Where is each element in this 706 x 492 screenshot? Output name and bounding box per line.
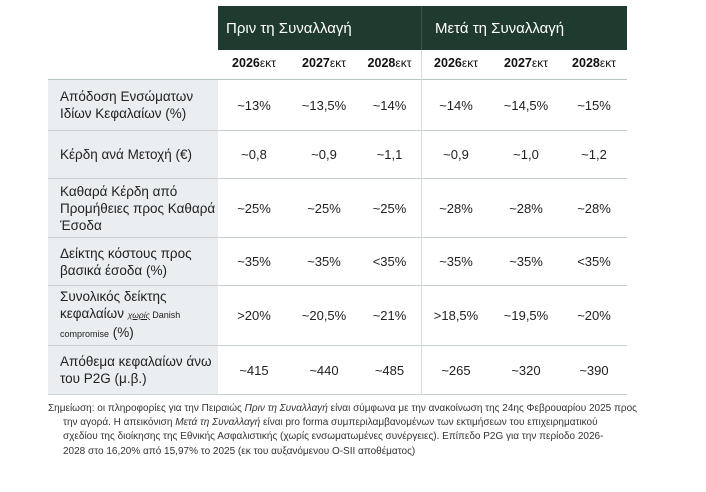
value-cell: >20%: [237, 308, 271, 323]
value-cell: ~265: [441, 362, 471, 378]
value-cell: ~35%: [439, 254, 473, 269]
row-label-eps: Κέρδη ανά Μετοχή (€): [48, 131, 218, 178]
value-cell: ~25%: [237, 200, 271, 216]
value-cell: ~28%: [509, 200, 543, 216]
header-before-transaction: Πριν τη Συναλλαγή: [218, 6, 421, 50]
grid-line: [48, 130, 627, 131]
value-cell: ~20%: [577, 308, 611, 323]
value-cell: ~415: [239, 362, 269, 378]
year-col-1: 2026 εκτ: [232, 55, 276, 70]
value-cell: <35%: [372, 254, 407, 269]
value-cell: ~35%: [237, 254, 271, 269]
footnote-line-1: Σημείωση: οι πληροφορίες για την Πειραιώ…: [48, 403, 637, 414]
value-cell: ~1,2: [581, 147, 607, 162]
year-col-5: 2027 εκτ: [504, 55, 548, 70]
value-cell: ~13,5%: [301, 97, 347, 113]
value-cell: ~21%: [372, 308, 407, 323]
row-label-fee-income: Καθαρά Κέρδη από Προμήθειες προς Καθαρά Έσ…: [48, 179, 218, 237]
year-col-6: 2028 εκτ: [572, 55, 616, 70]
grid-line-top: [48, 79, 627, 80]
value-cell: ~20,5%: [301, 308, 347, 323]
header-before-label: Πριν τη Συναλλαγή: [226, 19, 352, 37]
value-cell: ~35%: [307, 254, 341, 269]
header-after-transaction: Μετά τη Συναλλαγή: [421, 6, 627, 50]
value-cell: ~390: [579, 362, 609, 378]
value-cell: ~0,9: [443, 147, 469, 162]
grid-line: [48, 178, 627, 179]
value-cell: ~14%: [372, 97, 407, 113]
footnote: Σημείωση: οι πληροφορίες για την Πειραιώ…: [48, 402, 698, 459]
value-cell: ~1,1: [376, 147, 403, 162]
column-divider: [421, 50, 422, 394]
grid-line-bottom: [48, 394, 627, 395]
value-cell: ~440: [309, 362, 339, 378]
value-cell: ~19,5%: [503, 308, 549, 323]
year-col-4: 2026 εκτ: [434, 55, 478, 70]
footnote-line-3: σχεδίου της διοίκησης της Εθνικής Ασφαλι…: [63, 431, 604, 443]
row-label-capital-buffer: Απόθεμα κεφαλαίων άνω του P2G (μ.β.): [48, 346, 218, 394]
value-cell: ~0,8: [241, 147, 267, 162]
value-cell: ~14%: [439, 97, 473, 113]
value-cell: ~25%: [372, 200, 407, 216]
value-cell: <35%: [577, 254, 611, 269]
value-cell: ~14,5%: [503, 97, 549, 113]
value-cell: ~485: [374, 362, 405, 378]
grid-line: [48, 285, 627, 286]
value-cell: ~28%: [439, 200, 473, 216]
year-col-2: 2027 εκτ: [302, 55, 346, 70]
year-col-3: 2028 εκτ: [367, 55, 412, 70]
value-cell: ~0,9: [311, 147, 337, 162]
value-cell: ~25%: [307, 200, 341, 216]
grid-line: [48, 237, 627, 238]
value-cell: ~15%: [577, 97, 611, 113]
value-cell: ~28%: [577, 200, 611, 216]
row-label-total-capital: Συνολικός δείκτης κεφαλαίων χωρίς Danish c…: [48, 286, 218, 345]
value-cell: >18,5%: [433, 308, 479, 323]
value-cell: ~320: [511, 362, 541, 378]
footnote-line-4: 2028 στο 16,20% από 15,97% το 2025 (εκ τ…: [63, 445, 416, 457]
row-label-roe: Απόδοση Ενσώματων Ιδίων Κεφαλαίων (%): [48, 80, 218, 130]
grid-line: [48, 345, 627, 346]
value-cell: ~35%: [509, 254, 543, 269]
footnote-line-2: την αγορά. Η απεικόνιση Μετά τη Συναλλαγ…: [63, 417, 598, 429]
value-cell: ~13%: [237, 97, 271, 113]
header-after-label: Μετά τη Συναλλαγή: [435, 19, 565, 37]
value-cell: ~1,0: [513, 147, 539, 162]
row-label-cost-income: Δείκτης κόστους προς βασικά έσοδα (%): [48, 238, 218, 285]
